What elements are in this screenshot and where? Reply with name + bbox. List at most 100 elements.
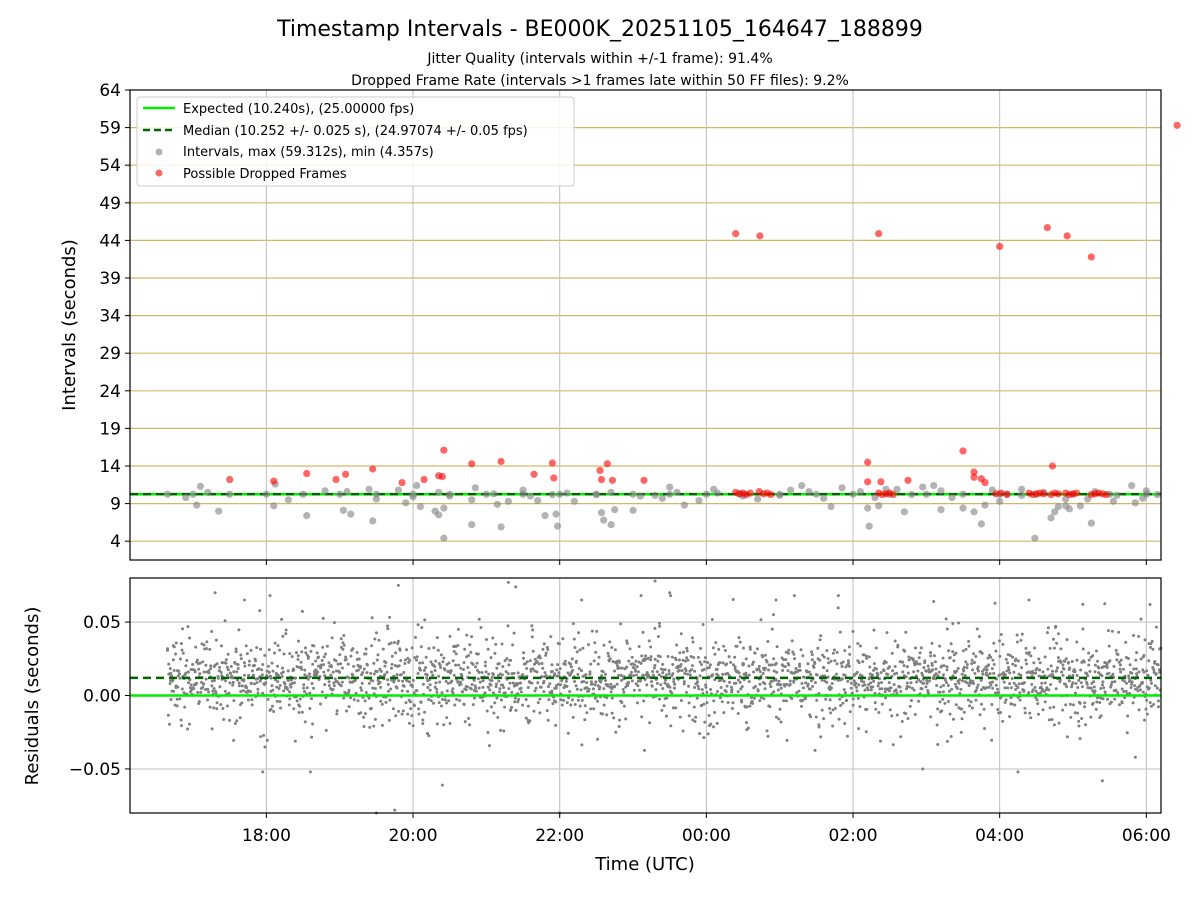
residual-point (874, 701, 877, 704)
residual-point (833, 648, 836, 651)
residual-point (872, 680, 875, 683)
residual-point (758, 665, 761, 668)
residual-point (437, 649, 440, 652)
residual-point (673, 683, 676, 686)
residual-point (890, 686, 893, 689)
residual-point (402, 709, 405, 712)
residual-point (742, 663, 745, 666)
residual-point (1001, 720, 1004, 723)
residual-point (297, 654, 300, 657)
residual-point (658, 698, 661, 701)
residual-point (415, 659, 418, 662)
residual-point (561, 637, 564, 640)
residual-point (610, 690, 613, 693)
dropped-frame-point (440, 447, 447, 454)
residual-point (622, 691, 625, 694)
residual-point (572, 716, 575, 719)
residual-points (166, 579, 1162, 814)
residual-point (965, 648, 968, 651)
residual-point (414, 636, 417, 639)
residual-point (906, 717, 909, 720)
residual-point (653, 627, 656, 630)
residual-point (830, 687, 833, 690)
residual-point (479, 681, 482, 684)
residual-point (848, 645, 851, 648)
residual-point (474, 687, 477, 690)
interval-point (864, 505, 871, 512)
residual-point (376, 653, 379, 656)
interval-point (1066, 505, 1073, 512)
residual-point (819, 638, 822, 641)
residual-point (546, 709, 549, 712)
residual-point (335, 712, 338, 715)
residual-point (504, 691, 507, 694)
residual-point (955, 652, 958, 655)
interval-point (263, 491, 270, 498)
residual-point (916, 662, 919, 665)
residual-point (1049, 706, 1052, 709)
residual-point (1101, 683, 1104, 686)
residual-point (472, 703, 475, 706)
residual-point (952, 718, 955, 721)
residual-point (877, 711, 880, 714)
residual-point (660, 675, 663, 678)
residual-point (310, 697, 313, 700)
residual-point (772, 613, 775, 616)
residual-point (1091, 654, 1094, 657)
residual-point (870, 688, 873, 691)
residual-point (850, 682, 853, 685)
residual-point (989, 684, 992, 687)
residual-point (1076, 686, 1079, 689)
residual-point (566, 701, 569, 704)
residual-point (333, 621, 336, 624)
residual-point (602, 687, 605, 690)
residual-point (491, 636, 494, 639)
residual-point (871, 686, 874, 689)
residual-point (1059, 661, 1062, 664)
residual-point (583, 718, 586, 721)
residual-point (359, 686, 362, 689)
residual-point (1016, 634, 1019, 637)
residual-point (596, 700, 599, 703)
residual-point (288, 704, 291, 707)
residual-point (384, 701, 387, 704)
residual-point (175, 642, 178, 645)
residual-point (363, 668, 366, 671)
residual-point (1016, 686, 1019, 689)
residual-point (849, 710, 852, 713)
residual-point (873, 662, 876, 665)
residual-point (238, 682, 241, 685)
residual-point (1052, 638, 1055, 641)
interval-point (336, 491, 343, 498)
residual-point (1088, 659, 1091, 662)
residual-point (301, 610, 304, 613)
residual-point (643, 749, 646, 752)
residual-point (1046, 668, 1049, 671)
residual-point (1055, 642, 1058, 645)
interval-point (527, 492, 534, 499)
residual-point (1057, 656, 1060, 659)
residual-point (204, 664, 207, 667)
residual-point (484, 691, 487, 694)
residual-point (927, 665, 930, 668)
residual-point (1127, 657, 1130, 660)
residual-point (260, 668, 263, 671)
residual-point (351, 647, 354, 650)
interval-point (959, 505, 966, 512)
dropped-frame-point (1044, 224, 1051, 231)
legend-expected-label: Expected (10.240s), (25.00000 fps) (183, 102, 414, 117)
residual-point (388, 699, 391, 702)
residual-point (259, 648, 262, 651)
time-xtick-label: 18:00 (242, 826, 291, 846)
interval-point (849, 491, 856, 498)
residual-point (1056, 666, 1059, 669)
residual-point (368, 697, 371, 700)
residual-point (780, 720, 783, 723)
residual-point (572, 622, 575, 625)
dropped-frame-point (747, 489, 754, 496)
residual-point (438, 681, 441, 684)
residual-point (808, 671, 811, 674)
residual-point (815, 715, 818, 718)
residual-point (448, 635, 451, 638)
residual-point (455, 652, 458, 655)
